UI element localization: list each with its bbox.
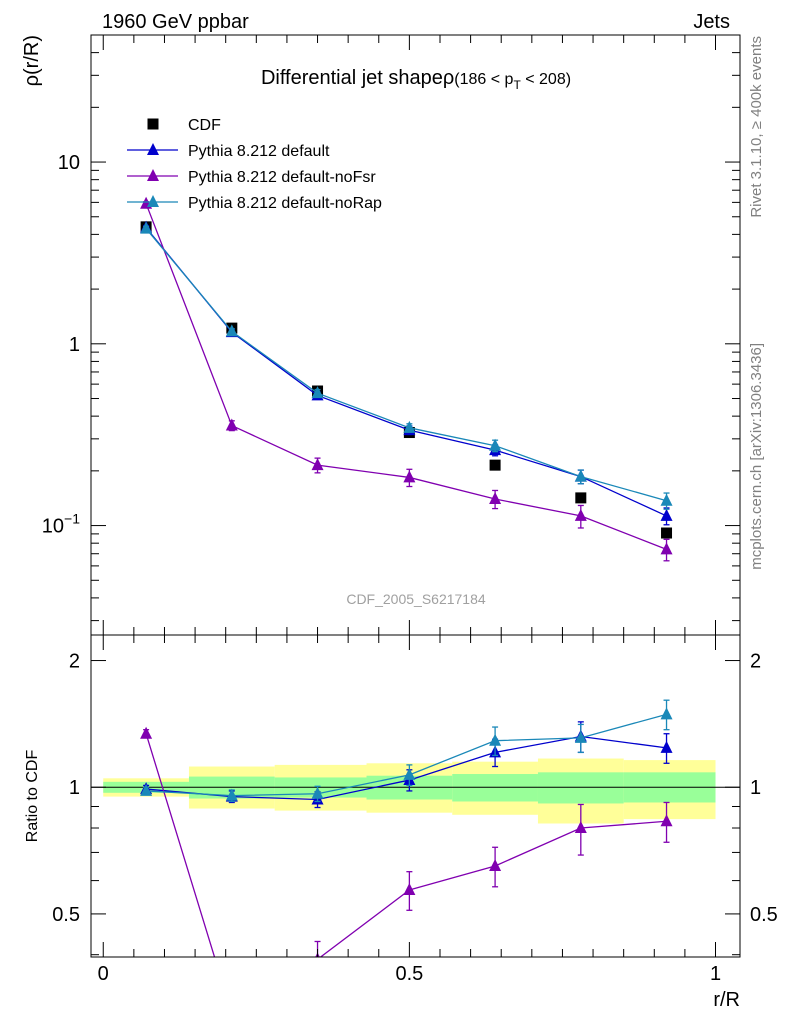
- ratio-y-tick-label-right: 1: [750, 777, 761, 799]
- main-point: [575, 492, 587, 504]
- side-label-mcplots: mcplots.cern.ch [arXiv:1306.3436]: [748, 343, 765, 570]
- legend-marker: [147, 195, 159, 207]
- ratio-point: [660, 740, 673, 753]
- main-title: Differential jet shapeρ(186 < pT < 208): [261, 67, 571, 92]
- legend-marker: [147, 143, 159, 155]
- main-y-tick-label: 10: [58, 152, 80, 174]
- main-point: [574, 469, 587, 482]
- main-y-tick-label: 1: [69, 334, 80, 356]
- ratio-point: [140, 783, 153, 796]
- legend-entry: Pythia 8.212 default-noRap: [127, 195, 382, 212]
- main-point: [403, 420, 416, 433]
- main-point: [661, 527, 673, 539]
- ratio-x-tick-label: 1: [710, 963, 721, 985]
- legend-marker: [147, 169, 159, 181]
- legend-entry: Pythia 8.212 default-noFsr: [127, 169, 376, 186]
- main-point: [489, 438, 502, 451]
- legend-label: Pythia 8.212 default-noFsr: [188, 169, 376, 186]
- main-point: [311, 386, 324, 399]
- main-series-3: [140, 221, 673, 510]
- main-series-2: [140, 196, 673, 562]
- ratio-series: [140, 699, 673, 1018]
- legend-label: Pythia 8.212 default: [188, 143, 330, 160]
- main-point: [489, 459, 501, 471]
- ratio-point: [403, 767, 416, 780]
- main-point: [225, 324, 238, 337]
- main-point: [660, 493, 673, 506]
- ratio-point: [574, 730, 587, 743]
- ratio-point: [489, 733, 502, 746]
- ratio-point: [311, 786, 324, 799]
- main-series-0: [140, 221, 673, 539]
- ratio-point: [140, 726, 153, 739]
- ratio-point: [660, 814, 673, 827]
- ratio-panel: Ratio to CDF r/R 2 2 1 1 0.5 0.5 0 0.5 1: [24, 634, 778, 1018]
- main-title-sub: T: [513, 78, 521, 92]
- header-right: Jets: [693, 11, 730, 33]
- ratio-x-tick-label: 0.5: [395, 963, 423, 985]
- ratio-band-inner: [452, 774, 538, 802]
- main-series-line: [145, 203, 667, 550]
- main-ylabel: ρ(r/R): [21, 35, 43, 86]
- main-point: [574, 508, 587, 521]
- legend: CDF Pythia 8.212 default Pythia 8.212 defa…: [127, 117, 382, 212]
- main-series-line: [145, 227, 667, 517]
- main-panel: ρ(r/R) Differential jet shapeρ(186 < pT …: [21, 34, 741, 636]
- main-point: [225, 418, 238, 431]
- ratio-series-1: [140, 726, 673, 1018]
- legend-entry: CDF: [147, 117, 221, 134]
- ratio-point: [660, 707, 673, 720]
- ratio-ticks: 2 2 1 1 0.5 0.5 0 0.5 1: [52, 635, 778, 985]
- main-y-tick-label-base: 10: [42, 516, 64, 538]
- ratio-band-inner: [537, 772, 624, 804]
- main-point: [311, 458, 324, 471]
- main-point: [660, 542, 673, 555]
- legend-marker: [147, 118, 159, 130]
- ratio-y-tick-label-right: 2: [750, 651, 761, 673]
- side-label-rivet: Rivet 3.1.10, ≥ 400k events: [748, 36, 765, 218]
- ratio-point: [574, 821, 587, 834]
- ratio-y-tick-label-left: 2: [69, 651, 80, 673]
- main-y-tick-label: 10−1: [42, 511, 80, 538]
- ratio-series-2: [140, 699, 673, 803]
- legend-label: CDF: [188, 117, 221, 134]
- ratio-ylabel: Ratio to CDF: [24, 750, 41, 843]
- ratio-y-tick-label-left: 1: [69, 777, 80, 799]
- main-watermark: CDF_2005_S6217184: [346, 591, 486, 607]
- legend-entry: Pythia 8.212 default: [127, 143, 330, 160]
- main-y-tick-label-base: 10: [58, 152, 80, 174]
- ratio-y-tick-label-left: 0.5: [52, 904, 80, 926]
- legend-label: Pythia 8.212 default-noRap: [188, 195, 382, 212]
- header-left: 1960 GeV ppbar: [102, 11, 249, 33]
- main-point: [140, 221, 153, 234]
- ratio-x-tick-label: 0: [98, 963, 109, 985]
- main-point: [489, 492, 502, 505]
- main-y-tick-label-exp: −1: [64, 511, 80, 527]
- ratio-point: [225, 788, 238, 801]
- main-title-suffix-end: < 208): [521, 71, 571, 88]
- main-title-suffix: (186 < p: [454, 71, 513, 88]
- ratio-xlabel: r/R: [713, 989, 740, 1011]
- ratio-point: [489, 858, 502, 871]
- main-point: [403, 470, 416, 483]
- main-title-text: Differential jet shapeρ: [261, 67, 454, 89]
- main-series-line: [145, 228, 667, 502]
- ratio-point: [403, 882, 416, 895]
- main-series: [140, 196, 673, 562]
- ratio-y-tick-label-right: 0.5: [750, 904, 778, 926]
- ratio-plot-frame: [90, 634, 741, 958]
- ratio-point: [226, 1006, 238, 1018]
- main-y-tick-label-base: 1: [69, 334, 80, 356]
- main-point: [660, 508, 673, 521]
